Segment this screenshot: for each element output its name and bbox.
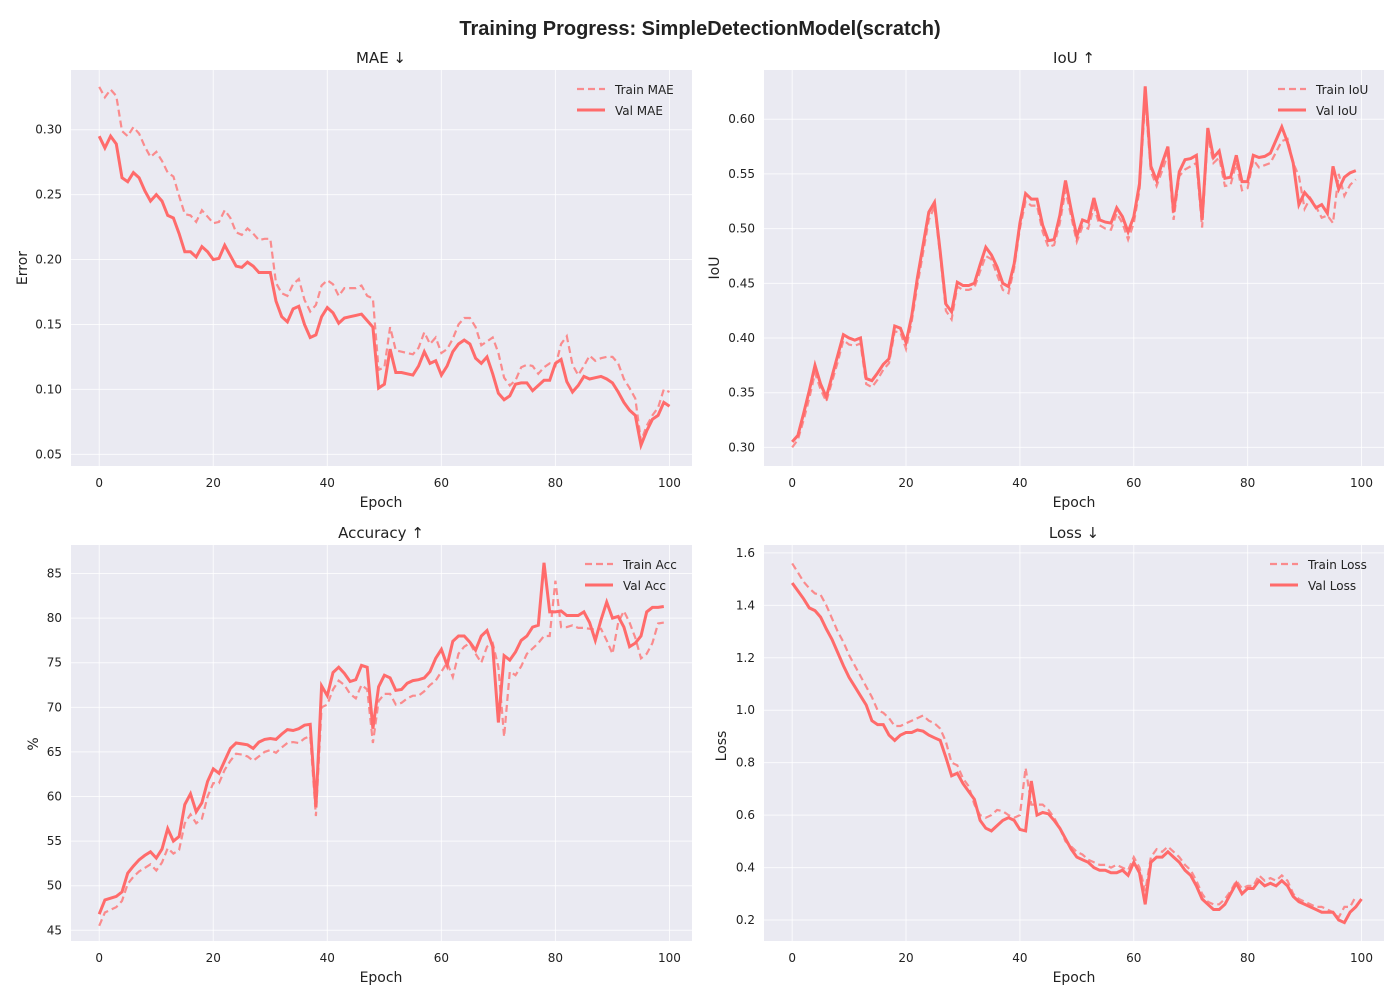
iou-y-tick-label: 0.30 [728,440,755,454]
iou-x-axis-label: Epoch [1053,495,1096,511]
accuracy-legend-train-label: Train Acc [622,558,677,572]
accuracy-legend-val-label: Val Acc [623,579,666,593]
loss-train-series-line [791,562,1357,920]
iou-y-tick-label: 0.40 [728,331,755,345]
mae-panel: 0 20 40 60 80 100 0.05 0.10 0.15 0.20 0.25 0.30 MAE… [15,49,692,511]
accuracy-x-tick-label: 80 [548,951,563,965]
loss-plot-area [764,545,1384,941]
iou-legend-train-label: Train IoU [1315,83,1368,97]
accuracy-x-tick-label: 20 [206,951,221,965]
loss-y-tick-label: 1.0 [736,703,755,717]
accuracy-y-tick-label: 55 [47,834,62,848]
iou-x-tick-label: 80 [1240,476,1255,490]
loss-legend-val-label: Val Loss [1308,579,1356,593]
mae-x-axis-label: Epoch [360,495,403,511]
accuracy-chart-title: Accuracy ↑ [338,524,424,542]
iou-x-tick-label: 20 [898,476,913,490]
iou-y-tick-label: 0.60 [728,112,755,126]
iou-y-axis-label: IoU [707,257,723,280]
loss-x-tick-label: 100 [1350,951,1373,965]
accuracy-train-series-line [98,580,664,927]
loss-val-series-line [790,582,1363,925]
iou-x-tick-label: 60 [1126,476,1141,490]
loss-legend-train-label: Train Loss [1307,558,1367,572]
loss-y-tick-label: 0.2 [736,913,755,927]
mae-legend-train-label: Train MAE [614,83,674,97]
loss-y-axis-label: Loss [714,731,730,762]
iou-y-tick-label: 0.35 [728,386,755,400]
mae-plot-layer: 0 20 40 60 80 100 0.05 0.10 0.15 0.20 0.25 0.30 [35,70,692,490]
mae-plot-area [71,70,692,466]
accuracy-x-tick-label: 60 [434,951,449,965]
iou-y-tick-label: 0.45 [728,276,755,290]
iou-chart-title: IoU ↑ [1053,49,1095,67]
mae-y-tick-label: 0.15 [35,317,62,331]
iou-train-series-line [791,99,1357,449]
accuracy-y-tick-label: 75 [47,656,62,670]
iou-plot-area [764,70,1384,466]
iou-y-tick-label: 0.50 [728,222,755,236]
mae-x-tick-label: 40 [320,476,335,490]
loss-y-tick-label: 1.4 [736,598,755,612]
mae-legend-val-label: Val MAE [615,104,663,118]
loss-chart-title: Loss ↓ [1049,524,1099,542]
loss-y-tick-label: 0.8 [736,756,755,770]
loss-y-tick-label: 0.4 [736,861,755,875]
accuracy-y-tick-label: 85 [47,567,62,581]
loss-x-axis-label: Epoch [1053,970,1096,986]
accuracy-y-tick-label: 65 [47,745,62,759]
accuracy-panel: 0 20 40 60 80 100 45 50 55 60 65 70 75 80 85 Accuracy … [26,524,692,986]
mae-x-tick-label: 20 [206,476,221,490]
mae-x-tick-label: 0 [95,476,103,490]
iou-x-tick-label: 40 [1012,476,1027,490]
mae-y-tick-label: 0.20 [35,253,62,267]
iou-plot-layer: 0 20 40 60 80 100 0.30 0.35 0.40 0.45 0.50 0.55 0.60 [728,70,1384,490]
accuracy-y-tick-label: 45 [47,923,62,937]
accuracy-x-axis-label: Epoch [360,970,403,986]
mae-chart-title: MAE ↓ [356,49,406,67]
loss-y-tick-label: 0.6 [736,808,755,822]
accuracy-x-tick-label: 0 [95,951,103,965]
accuracy-x-tick-label: 40 [320,951,335,965]
mae-y-tick-label: 0.25 [35,188,62,202]
loss-y-tick-label: 1.6 [736,546,755,560]
loss-x-tick-label: 80 [1240,951,1255,965]
iou-legend-val-label: Val IoU [1316,104,1357,118]
mae-y-axis-label: Error [15,251,31,285]
mae-x-tick-label: 60 [434,476,449,490]
iou-x-tick-label: 100 [1350,476,1373,490]
accuracy-plot-layer: 0 20 40 60 80 100 45 50 55 60 65 70 75 80 85 [47,545,692,965]
loss-x-tick-label: 60 [1126,951,1141,965]
loss-x-tick-label: 40 [1012,951,1027,965]
loss-panel: 0 20 40 60 80 100 0.2 0.4 0.6 0.8 1.0 1.2 1.4 1.6 Los… [714,524,1384,986]
iou-panel: 0 20 40 60 80 100 0.30 0.35 0.40 0.45 0.50 0.55 0.60… [707,49,1384,511]
loss-plot-layer: 0 20 40 60 80 100 0.2 0.4 0.6 0.8 1.0 1.2 1.4 1.6 [736,545,1384,965]
mae-val-series-line [97,133,671,451]
accuracy-y-tick-label: 80 [47,611,62,625]
mae-x-tick-label: 100 [658,476,681,490]
iou-val-series-line [791,86,1357,443]
mae-y-tick-label: 0.30 [35,123,62,137]
accuracy-plot-area [71,545,692,941]
accuracy-val-series-line [97,562,665,915]
iou-y-tick-label: 0.55 [728,167,755,181]
mae-y-tick-label: 0.05 [35,447,62,461]
accuracy-y-tick-label: 60 [47,790,62,804]
loss-x-tick-label: 0 [788,951,796,965]
accuracy-y-axis-label: % [26,737,42,750]
accuracy-x-tick-label: 100 [658,951,681,965]
mae-x-tick-label: 80 [548,476,563,490]
loss-x-tick-label: 20 [898,951,913,965]
accuracy-y-tick-label: 70 [47,700,62,714]
mae-train-series-line [98,86,670,442]
loss-y-tick-label: 1.2 [736,651,755,665]
iou-x-tick-label: 0 [788,476,796,490]
accuracy-y-tick-label: 50 [47,879,62,893]
figure-title: Training Progress: SimpleDetectionModel(… [459,18,940,40]
mae-y-tick-label: 0.10 [35,382,62,396]
